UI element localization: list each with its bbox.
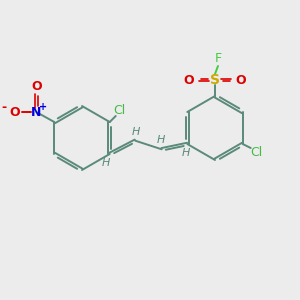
- Text: H: H: [101, 158, 110, 168]
- Text: S: S: [210, 73, 220, 87]
- Text: O: O: [9, 106, 20, 118]
- Text: H: H: [157, 135, 165, 145]
- Text: O: O: [236, 74, 246, 86]
- Text: H: H: [132, 127, 140, 137]
- Text: Cl: Cl: [250, 146, 263, 158]
- Text: -: -: [2, 101, 7, 115]
- Text: F: F: [214, 52, 222, 64]
- Text: Cl: Cl: [114, 103, 126, 116]
- Text: O: O: [31, 80, 42, 92]
- Text: +: +: [39, 102, 47, 112]
- Text: N: N: [31, 106, 41, 118]
- Text: H: H: [182, 148, 190, 158]
- Text: O: O: [184, 74, 194, 86]
